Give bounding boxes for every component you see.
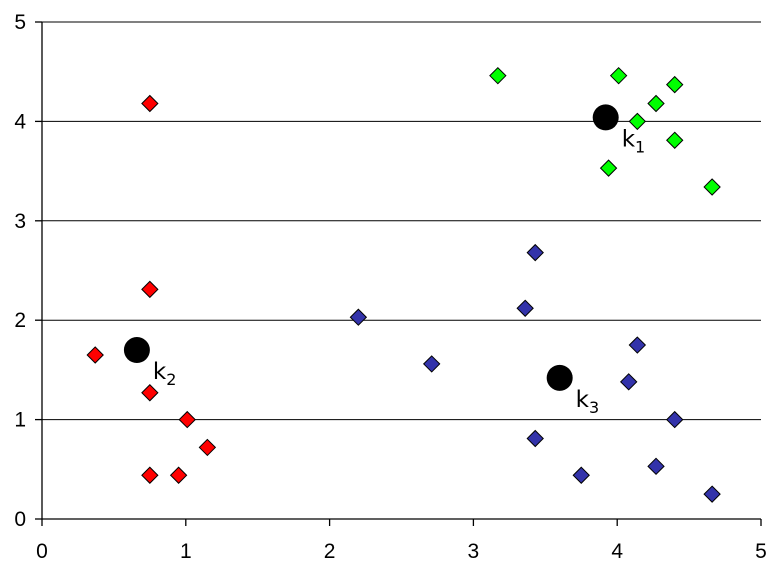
data-point-series-1 xyxy=(169,466,188,484)
x-tick-label: 3 xyxy=(468,540,480,563)
y-tick-label: 5 xyxy=(14,11,26,34)
data-point-series-3 xyxy=(572,466,590,484)
data-point-series-1 xyxy=(141,280,159,299)
x-tick-label: 4 xyxy=(611,540,623,563)
centroid-label-k2: k2 xyxy=(153,359,177,389)
centroid-label-k1: k1 xyxy=(622,126,646,156)
x-tick-label: 1 xyxy=(180,540,192,563)
data-point-series-3 xyxy=(647,457,665,476)
centroid-label-k3: k3 xyxy=(576,387,600,417)
data-point-series-1 xyxy=(198,438,217,457)
data-point-series-1 xyxy=(141,466,159,484)
data-point-series-2 xyxy=(647,94,665,113)
data-point-series-2 xyxy=(489,66,507,85)
data-point-series-2 xyxy=(666,75,684,94)
data-points xyxy=(86,66,721,503)
data-point-series-3 xyxy=(349,308,368,326)
data-point-series-3 xyxy=(628,336,647,354)
data-point-series-2 xyxy=(599,159,618,177)
data-point-series-3 xyxy=(526,243,544,262)
gridlines xyxy=(42,21,761,421)
y-tick-label: 3 xyxy=(14,210,26,233)
y-tick-label: 0 xyxy=(14,508,26,531)
data-point-series-3 xyxy=(666,410,684,429)
centroids: k1 k2 k3 xyxy=(123,104,646,417)
centroid-k2 xyxy=(123,337,150,364)
centroid-k1 xyxy=(592,104,619,131)
data-point-series-2 xyxy=(609,66,628,85)
data-point-series-2 xyxy=(628,112,647,131)
x-tick-label: 2 xyxy=(324,540,336,563)
data-point-series-3 xyxy=(703,485,721,503)
data-point-series-1 xyxy=(141,384,159,402)
data-point-series-3 xyxy=(516,299,534,317)
data-point-series-1 xyxy=(141,94,159,113)
x-tick-label: 5 xyxy=(755,540,767,563)
x-tick-label: 0 xyxy=(36,540,48,563)
data-point-series-2 xyxy=(703,178,721,196)
y-tick-label: 4 xyxy=(14,110,26,133)
y-tick-label: 2 xyxy=(14,309,26,332)
tick-labels: 0 1 2 3 4 5 0 1 2 3 4 5 xyxy=(14,11,767,563)
y-tick-label: 1 xyxy=(14,409,26,432)
data-point-series-3 xyxy=(526,429,544,448)
data-point-series-3 xyxy=(619,373,638,391)
data-point-series-1 xyxy=(178,410,196,429)
data-point-series-1 xyxy=(86,346,104,364)
centroid-k3 xyxy=(546,364,573,391)
data-point-series-2 xyxy=(666,131,684,149)
data-point-series-3 xyxy=(422,355,441,373)
axes xyxy=(35,21,762,526)
